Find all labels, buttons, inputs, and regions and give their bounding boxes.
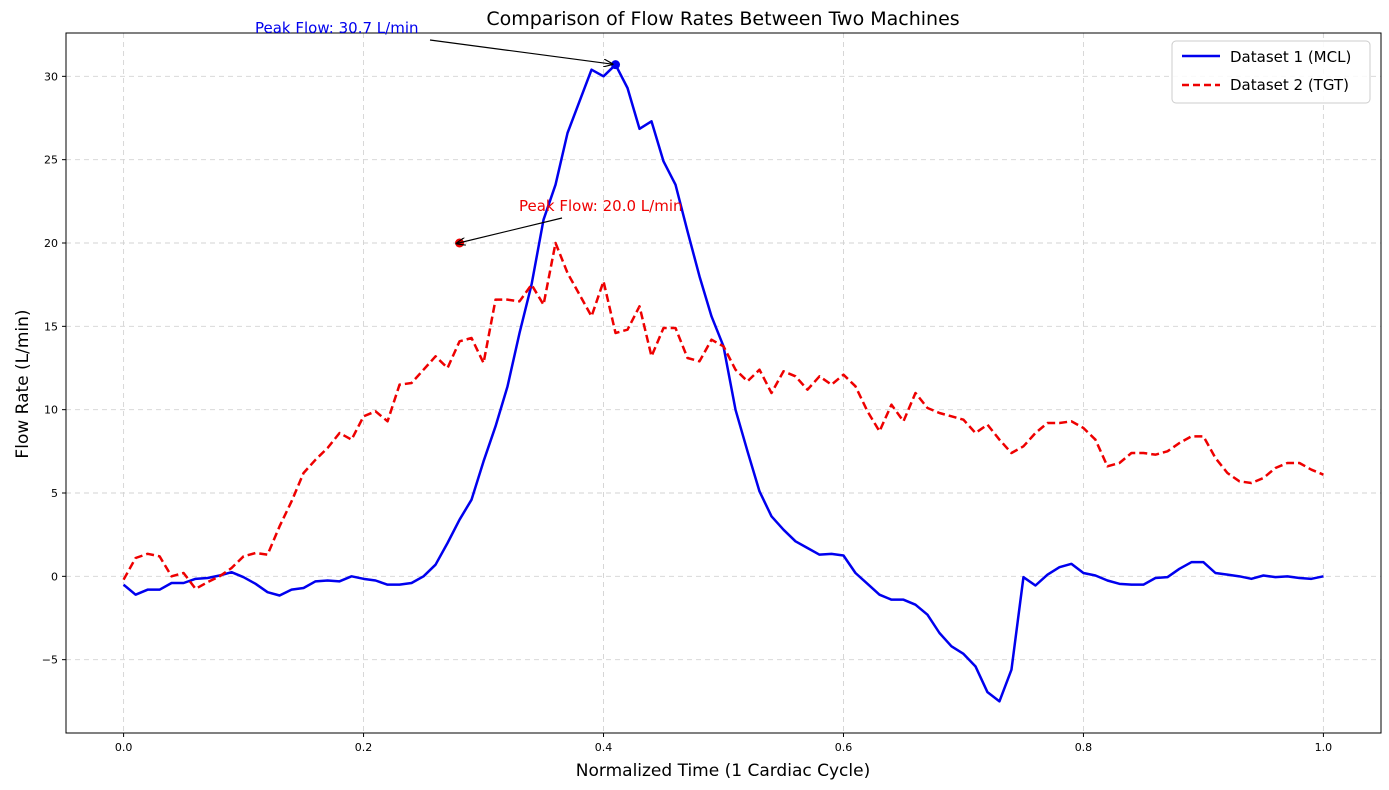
legend-label-mcl: Dataset 1 (MCL) (1230, 48, 1351, 66)
legend-label-tgt: Dataset 2 (TGT) (1230, 76, 1349, 94)
plot-frame (65, 32, 1382, 734)
x-tick-label: 0.8 (1075, 741, 1093, 754)
peak-annotation-label: Peak Flow: 20.0 L/min (519, 197, 683, 215)
axis-ticks: 0.0 0.2 0.4 0.6 0.8 1.0 −5 0 5 10 15 20 25 30 (42, 70, 1332, 754)
x-tick-label: 1.0 (1315, 741, 1333, 754)
grid-lines (66, 33, 1381, 733)
y-axis-label: Flow Rate (L/min) (13, 309, 33, 458)
annotation-arrow (429, 39, 613, 64)
y-tick-label: 30 (44, 70, 58, 83)
y-tick-label: 0 (51, 570, 58, 583)
y-tick-label: −5 (42, 654, 58, 667)
annotations: Peak Flow: 30.7 L/min Peak Flow: 20.0 L/m… (255, 19, 683, 244)
annotation-arrow (457, 217, 563, 244)
x-tick-label: 0.0 (115, 741, 133, 754)
series-lines (122, 63, 1324, 703)
y-tick-label: 5 (51, 487, 58, 500)
y-tick-label: 20 (44, 237, 58, 250)
x-tick-label: 0.4 (595, 741, 613, 754)
legend-box (1171, 40, 1371, 104)
series-line-tgt (122, 241, 1324, 591)
peak-annotation-label: Peak Flow: 30.7 L/min (255, 19, 419, 37)
y-tick-label: 25 (44, 154, 58, 167)
x-axis-label: Normalized Time (1 Cardiac Cycle) (576, 761, 870, 781)
chart-title: Comparison of Flow Rates Between Two Mac… (486, 8, 959, 30)
x-tick-label: 0.6 (835, 741, 853, 754)
y-tick-label: 10 (44, 404, 58, 417)
y-tick-label: 15 (44, 320, 58, 333)
x-tick-label: 0.2 (355, 741, 373, 754)
legend: Dataset 1 (MCL) Dataset 2 (TGT) (1171, 40, 1371, 104)
